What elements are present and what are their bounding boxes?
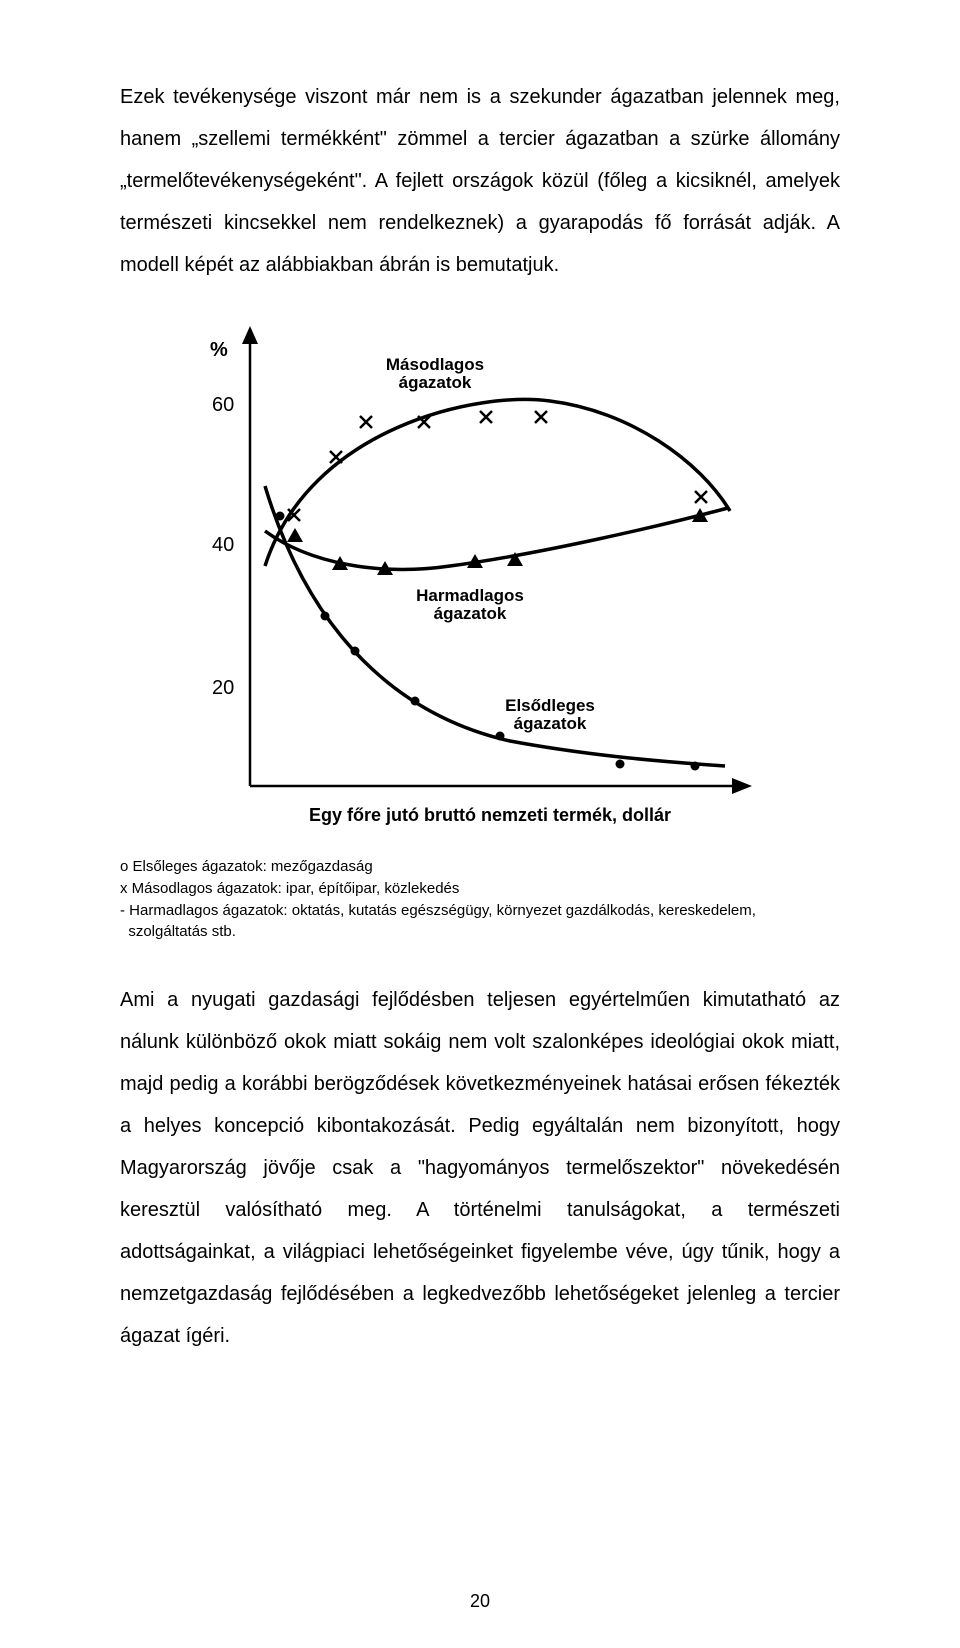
label-harmadlagos-2: ágazatok (434, 604, 507, 623)
chart-legend: o Elsőleges ágazatok: mezőgazdaság x Más… (120, 856, 840, 943)
label-masodlagos-1: Másodlagos (386, 355, 484, 374)
tick-40: 40 (212, 534, 234, 556)
tertiary-curve (265, 508, 728, 569)
tick-20: 20 (212, 677, 234, 699)
x-axis-caption: Egy főre jutó bruttó nemzeti termék, dol… (309, 805, 671, 825)
primary-curve (265, 486, 725, 766)
secondary-markers (288, 411, 707, 521)
secondary-curve (265, 399, 730, 566)
legend-line-4: szolgáltatás stb. (120, 921, 840, 943)
page-number: 20 (0, 1591, 960, 1612)
label-harmadlagos-1: Harmadlagos (416, 586, 524, 605)
label-elsodleges-2: ágazatok (514, 714, 587, 733)
legend-line-2: x Másodlagos ágazatok: ipar, építőipar, … (120, 878, 840, 900)
legend-line-3: - Harmadlagos ágazatok: oktatás, kutatás… (120, 900, 840, 922)
sector-model-chart: % 60 40 20 (180, 316, 780, 836)
y-axis-percent: % (210, 339, 228, 361)
tick-60: 60 (212, 394, 234, 416)
label-masodlagos-2: ágazatok (399, 373, 472, 392)
legend-line-1: o Elsőleges ágazatok: mezőgazdaság (120, 856, 840, 878)
paragraph-2: Ami a nyugati gazdasági fejlődésben telj… (120, 979, 840, 1357)
label-elsodleges-1: Elsődleges (505, 696, 595, 715)
page: Ezek tevékenysége viszont már nem is a s… (0, 0, 960, 1648)
chart-svg: % 60 40 20 (180, 316, 780, 836)
paragraph-1: Ezek tevékenysége viszont már nem is a s… (120, 76, 840, 286)
